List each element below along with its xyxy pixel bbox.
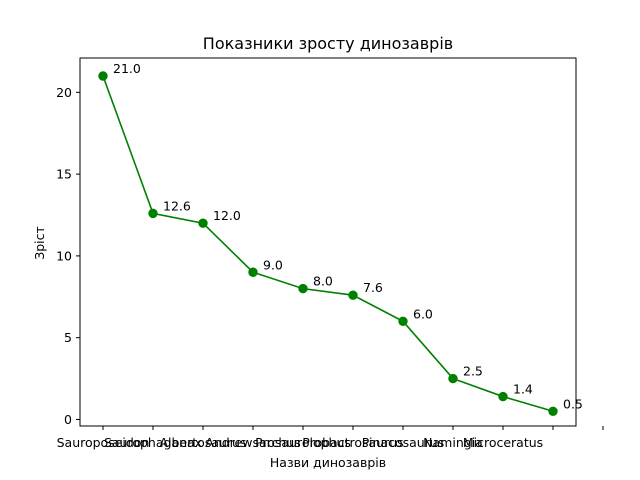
data-point: [148, 208, 158, 219]
data-point: [448, 373, 458, 384]
x-tick-label: Prosaurolophus: [255, 435, 351, 450]
data-label: 0.5: [563, 396, 583, 411]
data-point: [98, 71, 108, 81]
x-tick-label: Andrewsarchus: [205, 435, 300, 450]
series-line: [102, 75, 554, 413]
axes-frame: [79, 57, 577, 427]
data-point: [398, 316, 408, 327]
data-point: [498, 391, 508, 402]
y-tick-label: 0: [64, 412, 72, 427]
data-point: [248, 267, 258, 277]
y-tick-label: 15: [56, 167, 72, 182]
data-label: 6.0: [413, 306, 433, 321]
y-tick-label: 20: [56, 85, 72, 100]
x-axis-label: Назви динозаврів: [270, 455, 386, 470]
data-label: 1.4: [513, 382, 533, 397]
x-tick-label: Probactrosaurus: [302, 435, 403, 450]
data-label: 9.0: [263, 257, 283, 272]
x-tick-label: Pinacosaurus: [362, 435, 445, 450]
chart-title: Показники зросту динозаврів: [203, 34, 453, 53]
x-tick-label: Saurophaganax: [104, 435, 202, 450]
data-label: 21.0: [113, 61, 141, 76]
x-tick-label: Sauroposeidon: [57, 435, 150, 450]
data-point: [548, 406, 558, 416]
data-point: [348, 290, 358, 300]
plot-area: 0 5 10 15 20 SauroposeidonSaurophaganaxAlbert…: [56, 57, 604, 450]
x-tick-label: Albertosaurus: [159, 435, 246, 450]
data-point: [198, 218, 208, 228]
data-label: 12.6: [163, 198, 191, 213]
data-label: 2.5: [463, 364, 483, 379]
x-tick-label: Namingia: [423, 435, 483, 450]
y-tick-label: 10: [56, 248, 72, 263]
data-label: 7.6: [363, 280, 383, 295]
y-tick-label: 5: [64, 330, 72, 345]
x-tick-label: Microceratus: [463, 435, 543, 450]
data-label: 12.0: [213, 208, 241, 223]
data-point: [298, 283, 308, 294]
data-label: 8.0: [313, 274, 333, 289]
y-axis-label: Зріст: [32, 226, 47, 260]
